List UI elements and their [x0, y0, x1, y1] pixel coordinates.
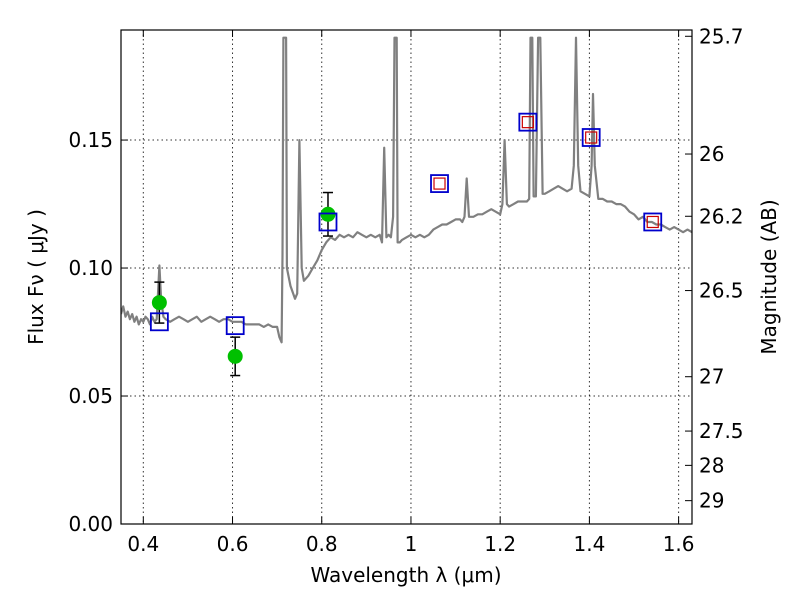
axes: 0.4 0.6 0.8 1 1.2 1.4 1.6 0.00 0.05 0.10 0.15 25.7 2…: [68, 24, 743, 556]
inner-square: [585, 131, 598, 144]
mag-tick-label: 28: [699, 453, 724, 477]
x-axis-label: Wavelength λ (μm): [310, 563, 501, 587]
x-tick-label: 0.8: [306, 532, 338, 556]
y-tick-label: 0.10: [68, 256, 113, 280]
x-tick-label: 1.2: [484, 532, 516, 556]
inner-square: [646, 215, 659, 229]
x-tick-label: 0.6: [217, 532, 249, 556]
mag-tick-label: 26.2: [699, 204, 744, 228]
y-tick-label: 0.00: [68, 512, 113, 536]
mag-tick-label: 29: [699, 489, 724, 513]
y-tick-label: 0.05: [68, 384, 113, 408]
mag-tick-label: 27: [699, 365, 724, 389]
mag-tick-label: 26: [699, 142, 724, 166]
observed-point: [151, 295, 167, 311]
spectrum-line: [121, 36, 692, 344]
model-square: [581, 128, 601, 147]
model-square: [318, 212, 338, 232]
y-tick-label: 0.15: [68, 128, 113, 152]
inner-square: [433, 177, 446, 190]
x-tick-label: 1.6: [663, 532, 695, 556]
model-square: [225, 316, 245, 336]
plot-area: [121, 36, 692, 377]
y-axis-label: Flux Fν ( μJy ): [24, 209, 48, 345]
x-tick-label: 0.4: [127, 532, 159, 556]
x-tick-label: 1.4: [573, 532, 605, 556]
grid: [121, 30, 692, 524]
inner-square: [521, 116, 534, 129]
model-square: [149, 312, 169, 332]
model-square: [518, 112, 538, 132]
model-square: [643, 212, 663, 232]
mag-tick-label: 27.5: [699, 419, 744, 443]
mag-tick-label: 26.5: [699, 279, 744, 303]
mag-tick-label: 25.7: [699, 24, 744, 48]
observed-point: [227, 348, 243, 364]
y-axis-right-label: Magnitude (AB): [757, 199, 781, 354]
plot-frame: [120, 29, 693, 525]
x-tick-label: 1: [405, 532, 418, 556]
model-square: [430, 174, 449, 193]
